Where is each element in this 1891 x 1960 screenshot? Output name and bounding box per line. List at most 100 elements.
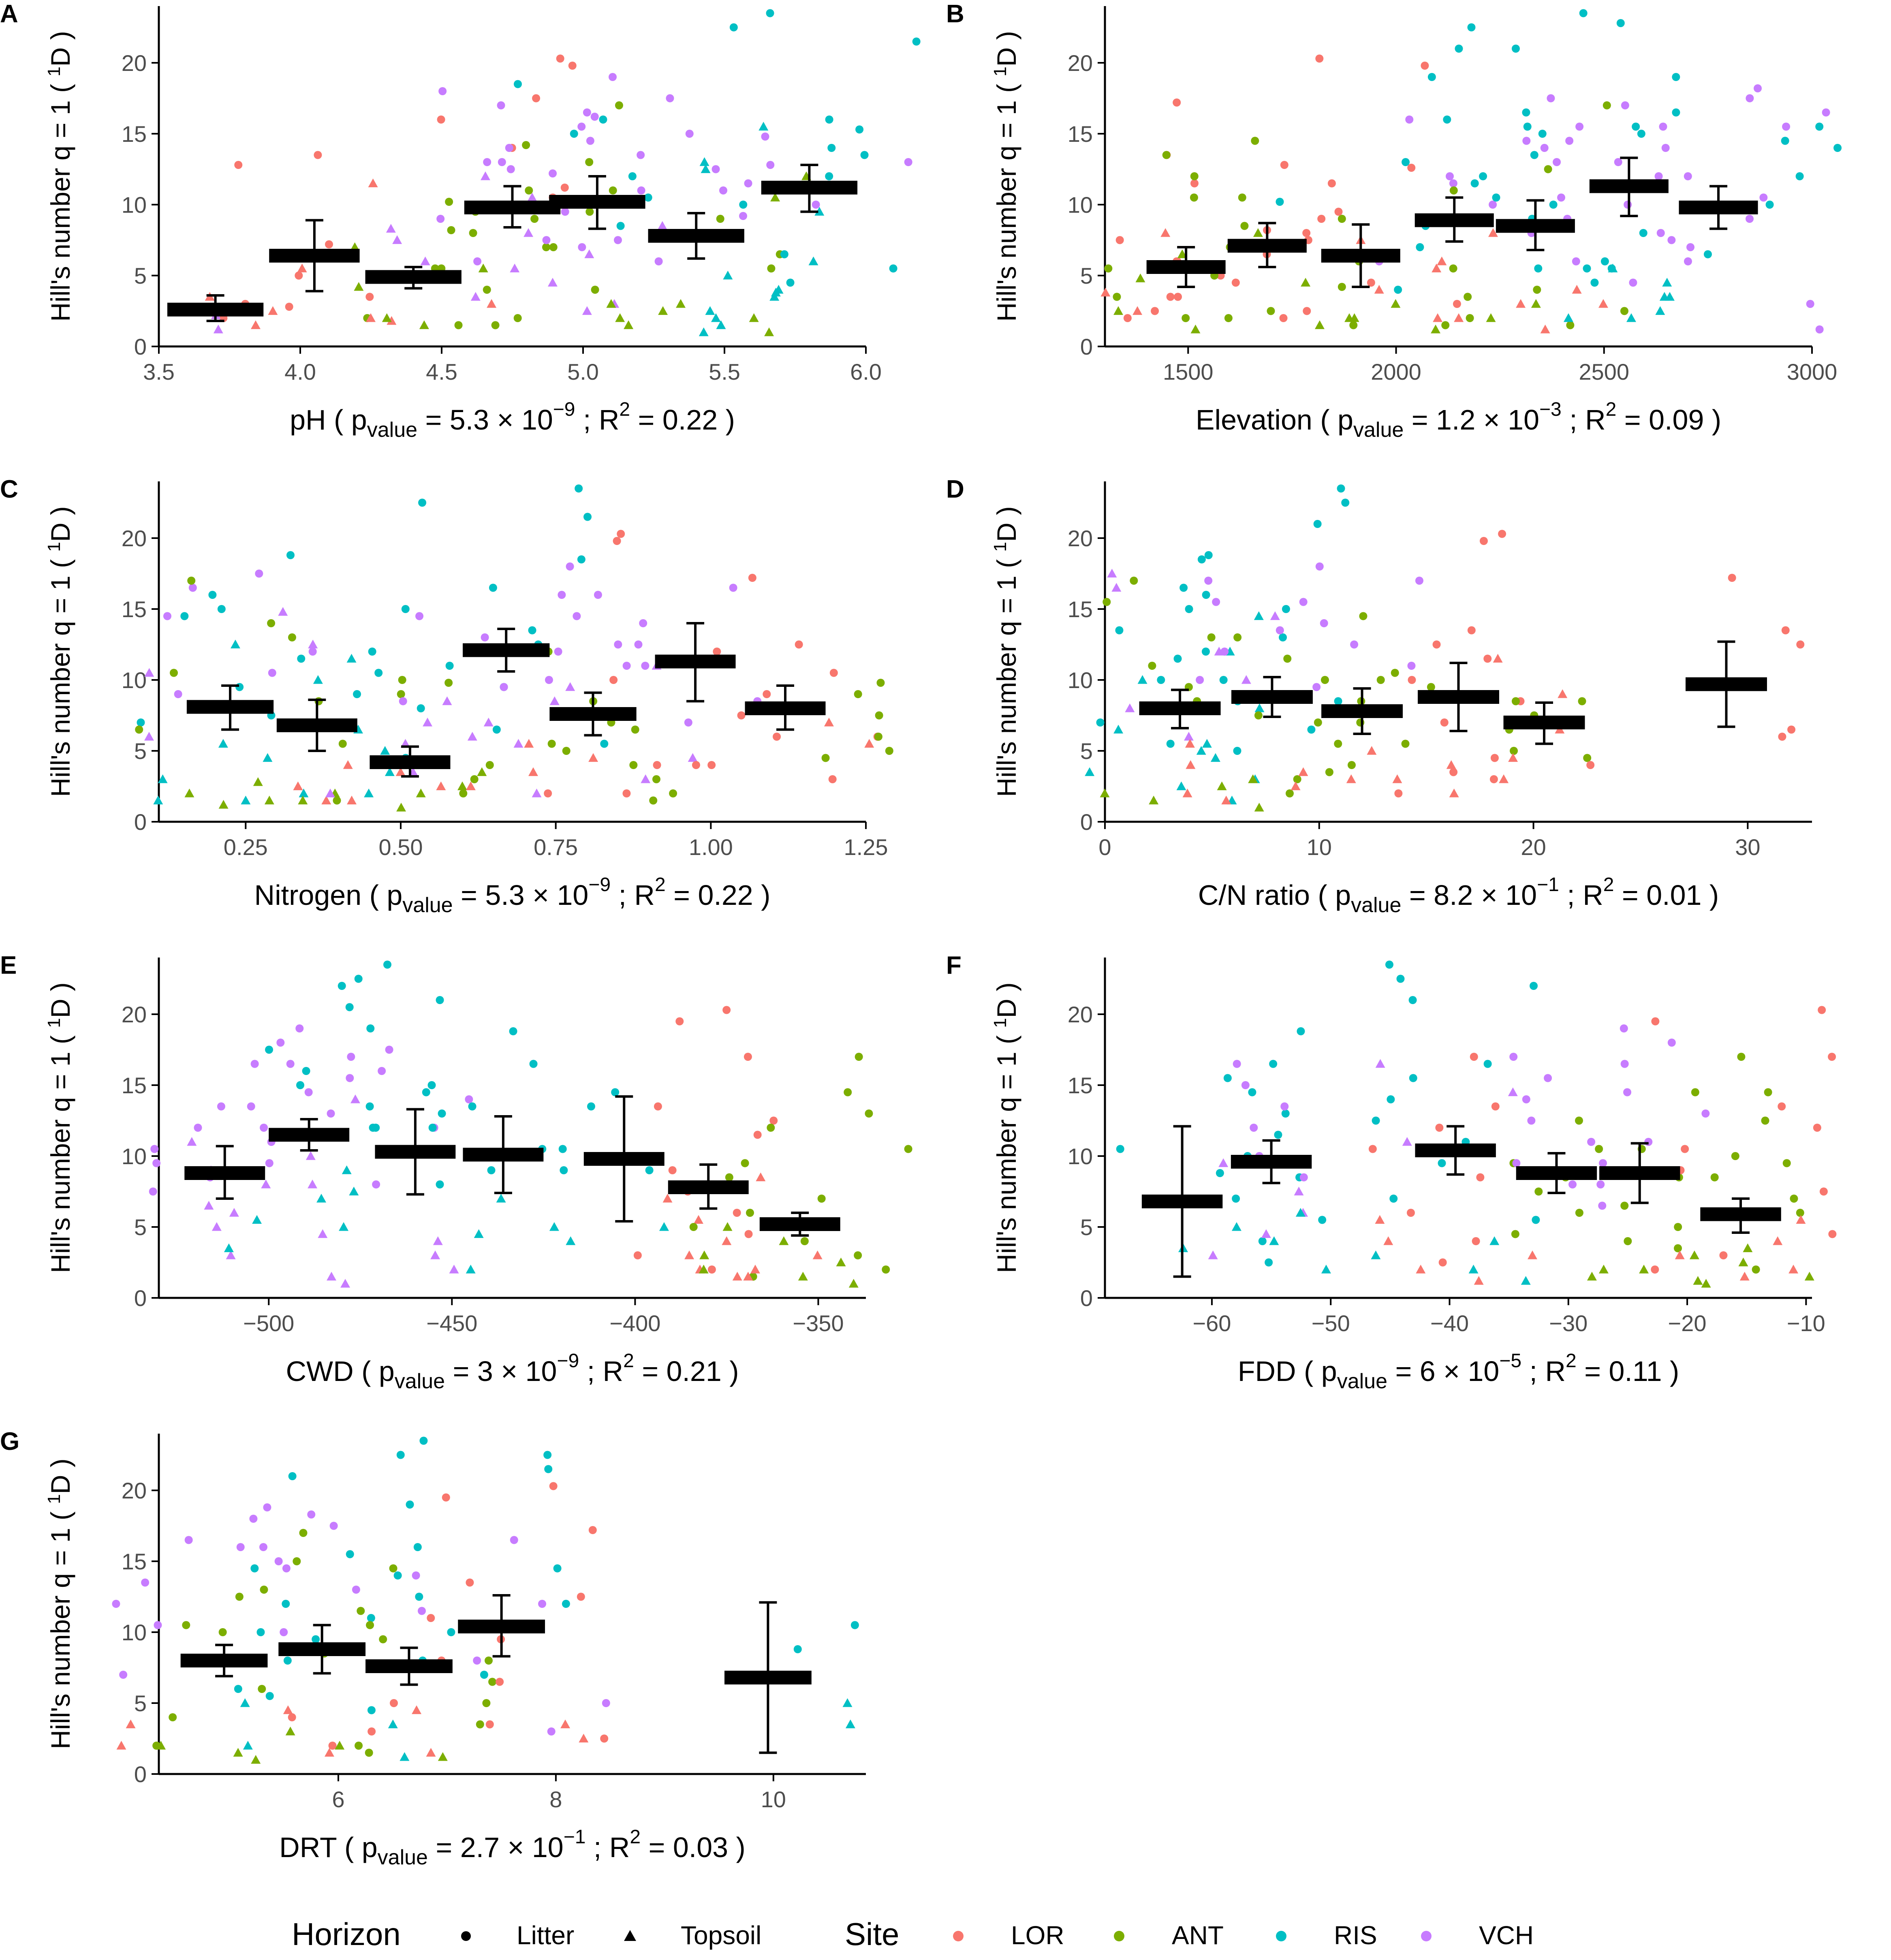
point-vch-litter bbox=[1822, 108, 1830, 117]
point-ris-litter bbox=[1334, 697, 1342, 705]
point-lor-litter bbox=[288, 1713, 296, 1721]
point-ris-litter bbox=[250, 1564, 259, 1573]
point-lor-litter bbox=[1787, 725, 1796, 734]
point-lor-litter bbox=[1438, 1258, 1447, 1267]
point-ant-topsoil bbox=[1689, 1250, 1699, 1259]
point-ris-litter bbox=[367, 1614, 375, 1622]
point-lor-litter bbox=[1681, 1145, 1689, 1153]
point-ris-litter bbox=[419, 1436, 428, 1445]
x-tick-label: 10 bbox=[761, 1787, 786, 1812]
point-ris-litter bbox=[1204, 551, 1213, 559]
point-ant-litter bbox=[1190, 193, 1198, 202]
point-ant-litter bbox=[1162, 151, 1171, 159]
point-ris-topsoil bbox=[1489, 1236, 1500, 1245]
point-lor-topsoil bbox=[268, 306, 278, 315]
point-ant-litter bbox=[267, 619, 276, 627]
point-ris-litter bbox=[1232, 1195, 1240, 1203]
mean-bar bbox=[269, 249, 360, 263]
point-ant-litter bbox=[1620, 307, 1628, 315]
point-vch-litter bbox=[352, 1586, 360, 1594]
y-axis-title: Hill's number q = 1 ( 1D ) bbox=[44, 506, 76, 797]
point-lor-litter bbox=[1407, 164, 1416, 172]
point-vch-litter bbox=[590, 113, 599, 121]
point-lor-litter bbox=[617, 530, 625, 538]
point-ant-litter bbox=[1130, 577, 1138, 585]
point-ant-litter bbox=[485, 761, 494, 769]
point-ant-litter bbox=[1293, 775, 1301, 783]
x-tick-label: 20 bbox=[1521, 834, 1546, 860]
point-ant-litter bbox=[1511, 697, 1520, 705]
point-ris-litter bbox=[1223, 1074, 1232, 1082]
point-vch-litter bbox=[385, 1045, 393, 1054]
mean-bar bbox=[184, 1166, 265, 1180]
point-ant-litter bbox=[1449, 186, 1458, 195]
y-tick-label: 15 bbox=[122, 121, 147, 147]
point-lor-topsoil bbox=[588, 753, 598, 762]
point-ant-litter bbox=[547, 740, 556, 748]
point-ris-litter bbox=[1115, 626, 1124, 635]
point-vch-litter bbox=[506, 165, 515, 173]
point-vch-litter bbox=[217, 1102, 225, 1111]
point-ris-topsoil bbox=[1371, 1250, 1381, 1259]
point-lor-topsoil bbox=[1375, 1215, 1385, 1224]
y-tick-label: 15 bbox=[122, 1549, 147, 1574]
point-ant-litter bbox=[854, 690, 862, 698]
point-lor-topsoil bbox=[395, 767, 406, 776]
point-ris-litter bbox=[855, 125, 864, 134]
point-ris-topsoil bbox=[723, 271, 733, 280]
point-ris-litter bbox=[1455, 45, 1463, 53]
point-ant-topsoil bbox=[1804, 1272, 1814, 1281]
point-ris-litter bbox=[338, 982, 346, 990]
point-vch-topsoil bbox=[565, 682, 575, 691]
point-lor-litter bbox=[654, 1102, 662, 1111]
point-ris-litter bbox=[282, 1600, 290, 1608]
point-vch-topsoil bbox=[510, 263, 520, 273]
point-vch-litter bbox=[152, 1159, 161, 1167]
point-ant-litter bbox=[525, 186, 533, 195]
point-vch-litter bbox=[247, 1102, 255, 1111]
point-ant-litter bbox=[542, 243, 550, 251]
point-ris-litter bbox=[234, 1685, 242, 1693]
point-lor-topsoil bbox=[1449, 789, 1459, 797]
panel-g: G 0 5 10 15 20 6 8 10 Hill's number q = 1 ( 1D ) D… bbox=[0, 1428, 866, 1869]
point-lor-litter bbox=[588, 1526, 597, 1534]
point-lor-topsoil bbox=[1773, 1236, 1783, 1245]
point-ant-litter bbox=[1575, 1116, 1583, 1125]
point-lor-topsoil bbox=[1298, 767, 1308, 776]
point-vch-litter bbox=[438, 87, 447, 95]
point-vch-litter bbox=[473, 257, 482, 265]
point-ris-litter bbox=[860, 151, 869, 159]
point-vch-litter bbox=[498, 158, 506, 166]
mean-bar bbox=[1599, 1166, 1680, 1180]
point-lor-topsoil bbox=[368, 178, 378, 188]
point-ant-topsoil bbox=[285, 1727, 295, 1736]
point-ant-topsoil bbox=[836, 1257, 846, 1267]
point-ant-litter bbox=[454, 321, 463, 329]
point-vch-litter bbox=[112, 1600, 120, 1608]
point-vch-topsoil bbox=[1270, 611, 1280, 620]
point-vch-litter bbox=[500, 683, 508, 691]
mean-bar bbox=[276, 718, 357, 732]
point-ris-litter bbox=[1470, 179, 1479, 188]
point-lor-litter bbox=[675, 1017, 684, 1026]
point-ant-litter bbox=[874, 733, 882, 741]
point-ris-topsoil bbox=[1254, 703, 1265, 712]
point-ris-topsoil bbox=[349, 1186, 359, 1196]
point-ant-topsoil bbox=[156, 1741, 166, 1750]
point-ant-litter bbox=[293, 1557, 301, 1565]
point-vch-litter bbox=[510, 1536, 518, 1544]
point-lor-topsoil bbox=[387, 316, 397, 325]
point-lor-topsoil bbox=[812, 1250, 823, 1259]
legend-horizon-label: Topsoil bbox=[681, 1921, 761, 1950]
point-lor-litter bbox=[609, 676, 618, 684]
point-lor-litter bbox=[828, 775, 837, 783]
mean-bar bbox=[463, 1148, 544, 1162]
point-vch-litter bbox=[1815, 325, 1824, 333]
point-ris-litter bbox=[445, 662, 454, 670]
point-ant-litter bbox=[288, 633, 296, 641]
point-ris-topsoil bbox=[316, 1194, 327, 1203]
point-vch-litter bbox=[634, 640, 643, 649]
point-lor-litter bbox=[560, 184, 569, 192]
point-ris-litter bbox=[825, 115, 833, 124]
point-ant-litter bbox=[482, 1699, 491, 1707]
